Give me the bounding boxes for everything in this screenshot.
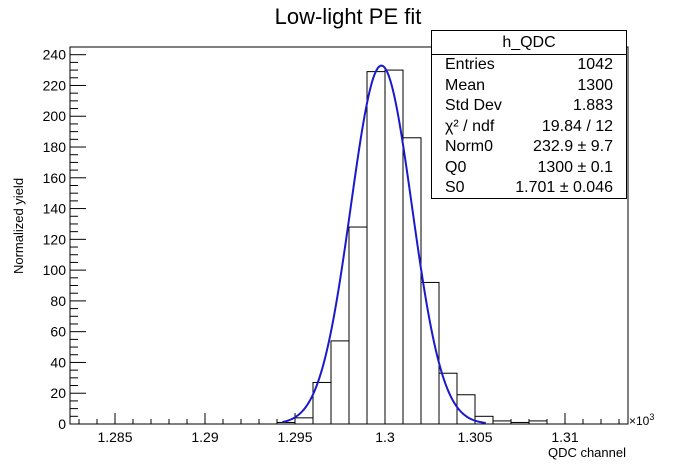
stat-label: χ² / ndf xyxy=(445,117,495,135)
stat-label: S0 xyxy=(445,179,465,196)
x-axis-label: QDC channel xyxy=(548,445,626,460)
stat-value: 19.84 / 12 xyxy=(541,117,613,135)
stat-row-norm0: Norm0 232.9 ± 9.7 xyxy=(432,137,626,158)
y-tick-label: 160 xyxy=(43,170,67,186)
histogram-bin xyxy=(294,417,314,425)
histogram-bin xyxy=(438,372,458,425)
stat-value: 1042 xyxy=(577,56,613,73)
histogram-bin xyxy=(510,421,530,425)
y-tick-label: 140 xyxy=(43,201,67,217)
stat-value: 1.701 ± 0.046 xyxy=(515,179,613,196)
stat-label: Entries xyxy=(445,56,495,73)
histogram-bin xyxy=(420,281,440,425)
stat-row-entries: Entries 1042 xyxy=(432,55,626,76)
stat-row-stddev: Std Dev 1.883 xyxy=(432,96,626,117)
gaussian-fit-curve xyxy=(282,64,486,424)
histogram-bin xyxy=(348,226,368,425)
histogram-bin xyxy=(528,420,548,425)
stats-box: h_QDC Entries 1042 Mean 1300 Std Dev 1.8… xyxy=(431,30,627,199)
histogram-bin xyxy=(366,71,386,425)
histogram-bin xyxy=(330,340,350,425)
stat-row-mean: Mean 1300 xyxy=(432,76,626,97)
y-tick-label: 20 xyxy=(50,385,66,401)
stat-label: Mean xyxy=(445,76,486,94)
stat-value: 1.883 xyxy=(572,97,613,114)
histogram-bin xyxy=(492,420,512,425)
stat-label: Q0 xyxy=(445,158,467,176)
y-tick-label: 60 xyxy=(50,324,66,340)
y-axis-label: Normalized yield xyxy=(11,178,26,274)
x-multiplier-label: ×103 xyxy=(629,412,654,428)
x-tick-label: 1.3 xyxy=(375,429,395,445)
x-tick-label: 1.305 xyxy=(457,429,492,445)
stat-row-chi2: χ² / ndf 19.84 / 12 xyxy=(432,117,626,138)
stat-value: 1300 ± 0.1 xyxy=(537,158,613,176)
stat-label: Norm0 xyxy=(445,138,494,155)
stat-row-q0: Q0 1300 ± 0.1 xyxy=(432,158,626,179)
x-tick-label: 1.31 xyxy=(551,429,578,445)
stat-label: Std Dev xyxy=(445,97,502,114)
histogram-bin xyxy=(456,394,476,425)
x-tick-label: 1.295 xyxy=(277,429,312,445)
stat-value: 232.9 ± 9.7 xyxy=(533,138,613,155)
stats-box-title: h_QDC xyxy=(432,31,626,55)
histogram-bin xyxy=(402,137,422,425)
y-tick-label: 120 xyxy=(43,231,67,247)
y-tick-label: 240 xyxy=(43,47,67,63)
chart-title: Low-light PE fit xyxy=(274,4,422,29)
histogram-bin xyxy=(276,421,296,425)
stat-value: 1300 xyxy=(577,76,613,94)
y-tick-label: 200 xyxy=(43,108,67,124)
y-tick-label: 180 xyxy=(43,139,67,155)
y-tick-label: 40 xyxy=(50,354,66,370)
y-tick-label: 0 xyxy=(58,416,66,432)
x-tick-label: 1.285 xyxy=(97,429,132,445)
x-tick-label: 1.29 xyxy=(191,429,218,445)
stat-row-s0: S0 1.701 ± 0.046 xyxy=(432,178,626,199)
y-tick-label: 80 xyxy=(50,293,66,309)
y-tick-label: 220 xyxy=(43,77,67,93)
y-tick-label: 100 xyxy=(43,262,67,278)
